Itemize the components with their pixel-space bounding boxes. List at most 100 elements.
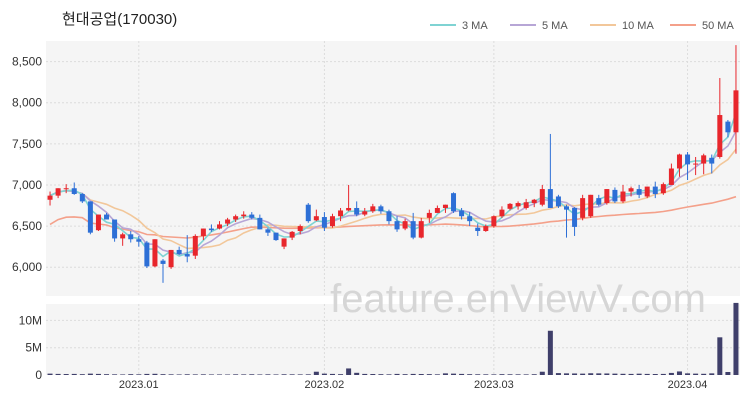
- candle-body: [144, 242, 150, 267]
- volume-bar: [289, 374, 295, 375]
- y-tick-label: 7,000: [12, 178, 42, 192]
- watermark-text: feature.enViewV.com: [330, 277, 706, 321]
- volume-tick-label: 5M: [25, 341, 42, 355]
- volume-bar: [483, 374, 489, 375]
- x-tick-label: 2023.03: [474, 379, 514, 391]
- volume-tick-label: 10M: [19, 313, 42, 327]
- candle-body: [572, 207, 578, 227]
- candle-body: [451, 193, 457, 212]
- candle-body: [402, 221, 408, 229]
- volume-bar: [233, 374, 239, 375]
- legend-label: 50 MA: [702, 20, 734, 32]
- candle-body: [652, 186, 658, 194]
- candle-body: [313, 216, 319, 221]
- candle-body: [160, 260, 166, 264]
- volume-bar: [418, 374, 424, 375]
- volume-bar: [354, 372, 360, 375]
- candle-body: [555, 196, 561, 207]
- legend-label: 10 MA: [622, 20, 654, 32]
- volume-bar: [216, 374, 223, 375]
- candle-body: [128, 234, 134, 240]
- candle-body: [386, 211, 392, 222]
- candle-body: [338, 210, 344, 217]
- candle-body: [281, 238, 287, 247]
- candle-body: [499, 209, 505, 217]
- volume-bar: [668, 372, 674, 375]
- volume-bar: [136, 374, 142, 375]
- volume-bar: [200, 374, 206, 375]
- volume-bar: [491, 374, 497, 375]
- candle-body: [241, 214, 247, 217]
- volume-bar: [386, 374, 392, 375]
- volume-bar: [644, 373, 650, 375]
- candle-body: [63, 188, 69, 190]
- volume-bar: [709, 373, 715, 375]
- candle-body: [362, 211, 368, 215]
- candle-body: [305, 204, 311, 222]
- volume-bar: [346, 368, 352, 375]
- y-tick-label: 6,000: [12, 260, 42, 274]
- candle-body: [418, 221, 424, 238]
- volume-bar: [370, 374, 376, 375]
- volume-bar: [539, 371, 545, 375]
- volume-bar: [555, 373, 561, 375]
- candle-body: [483, 226, 489, 232]
- volume-bar: [378, 374, 384, 375]
- candle-body: [120, 234, 126, 239]
- candle-body: [636, 189, 642, 195]
- volume-bar: [47, 373, 53, 375]
- candle-body: [644, 186, 650, 197]
- volume-bar: [459, 373, 465, 375]
- candle-body: [208, 228, 214, 231]
- volume-bar: [241, 374, 247, 375]
- candle-body: [136, 239, 142, 242]
- candle-body: [733, 90, 739, 133]
- candle-body: [249, 214, 255, 218]
- volume-bar: [685, 373, 691, 375]
- candle-body: [563, 206, 570, 210]
- volume-bar: [192, 374, 198, 375]
- candle-body: [410, 221, 416, 238]
- volume-bar: [87, 373, 93, 375]
- candle-body: [612, 189, 618, 202]
- volume-bar: [725, 371, 731, 375]
- chart-title: 현대공업(170030): [62, 11, 178, 28]
- candle-body: [370, 206, 376, 212]
- candle-body: [709, 157, 715, 164]
- candle-body: [184, 254, 190, 257]
- candle-body: [604, 189, 610, 204]
- volume-bar: [636, 373, 642, 375]
- candle-body: [442, 204, 448, 208]
- volume-bar: [660, 373, 666, 375]
- candle-body: [378, 206, 384, 212]
- volume-bar: [701, 373, 707, 375]
- volume-bar: [523, 374, 529, 375]
- volume-bar: [572, 373, 578, 375]
- volume-bar: [693, 373, 699, 375]
- candle-body: [523, 202, 529, 208]
- volume-bar: [79, 374, 85, 375]
- volume-bar: [281, 374, 287, 375]
- candle-body: [588, 194, 594, 217]
- y-tick-label: 8,500: [12, 55, 42, 69]
- volume-bar: [305, 374, 311, 375]
- candle-body: [176, 249, 182, 255]
- candle-body: [273, 232, 279, 241]
- candle-body: [47, 195, 53, 200]
- volume-bar: [184, 374, 190, 375]
- candle-body: [112, 219, 118, 239]
- candle-body: [459, 210, 465, 217]
- candle-body: [297, 226, 303, 232]
- volume-bar: [531, 374, 537, 375]
- volume-bar: [612, 373, 618, 375]
- volume-bar: [676, 371, 682, 375]
- volume-bar: [515, 374, 521, 375]
- volume-bar: [596, 373, 602, 375]
- candle-body: [104, 214, 110, 220]
- volume-bar: [273, 374, 279, 375]
- candle-body: [346, 207, 352, 211]
- candle-body: [79, 194, 85, 202]
- volume-bar: [338, 374, 344, 375]
- candle-body: [491, 216, 497, 227]
- volume-bar: [257, 374, 263, 375]
